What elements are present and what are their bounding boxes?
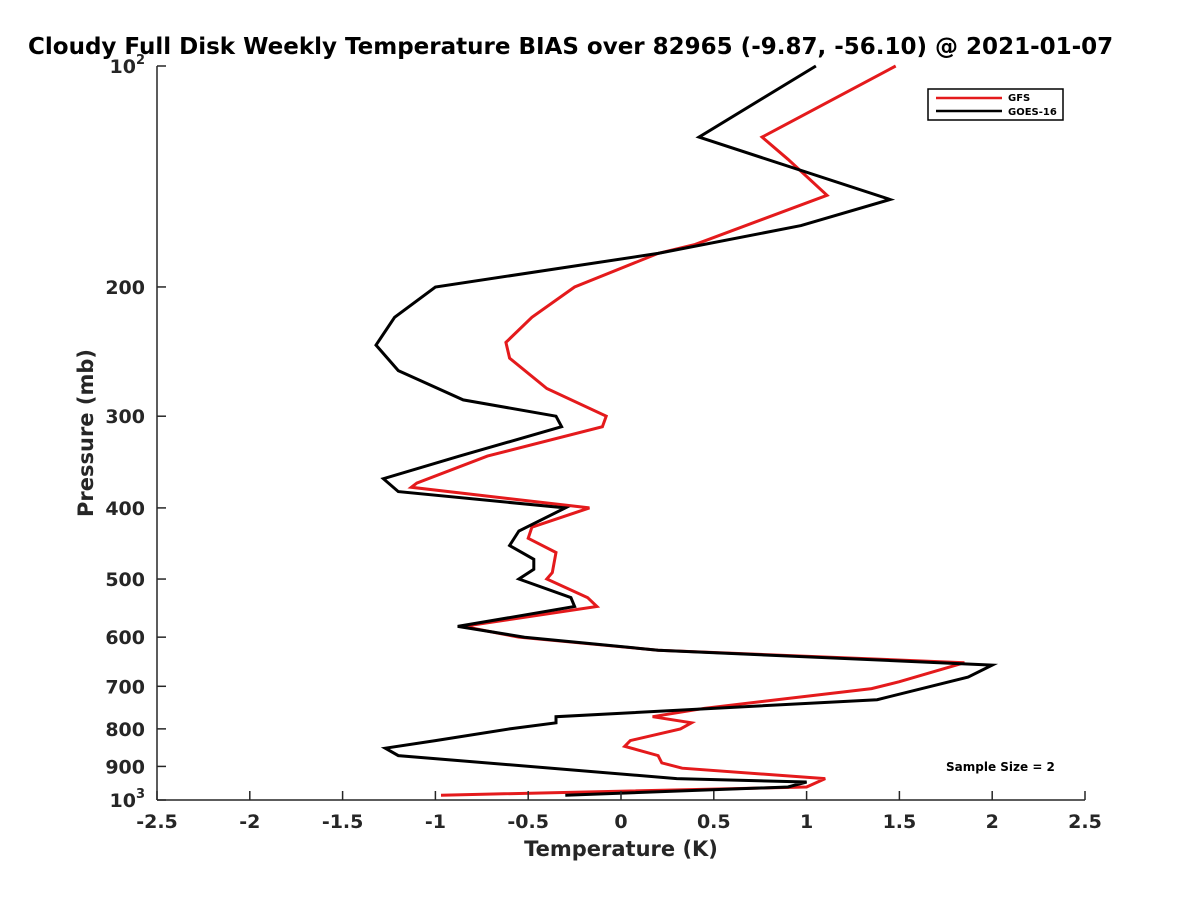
- y-tick-label: 103: [110, 787, 146, 812]
- y-tick-label: 600: [105, 627, 145, 649]
- series-layer: [374, 64, 999, 797]
- y-tick-label: 800: [105, 719, 145, 741]
- sample-size-annotation: Sample Size = 2: [946, 760, 1055, 774]
- legend: GFS GOES-16: [927, 88, 1064, 121]
- legend-label-gfs: GFS: [1008, 93, 1030, 104]
- y-tick-label: 300: [105, 406, 145, 428]
- chart-title: Cloudy Full Disk Weekly Temperature BIAS…: [28, 34, 1113, 60]
- y-tick-label: 400: [105, 498, 145, 520]
- x-axis-title: Temperature (K): [524, 837, 718, 861]
- legend-label-goes16: GOES-16: [1008, 107, 1057, 118]
- y-tick-label: 700: [105, 676, 145, 698]
- y-tick-label: 102: [110, 53, 146, 78]
- x-tick-label: -1: [425, 811, 446, 833]
- x-tick-label: 1: [800, 811, 813, 833]
- ticks-layer: -2.5 -2 -1.5 -1 -0.5 0 0.5 1 1.5 2 2.5 102 200 300 400…: [105, 53, 1102, 833]
- series-line-gfs: [407, 64, 965, 797]
- x-tick-label: -1.5: [322, 811, 364, 833]
- x-tick-label: -2: [239, 811, 260, 833]
- y-tick-label: 900: [105, 756, 145, 778]
- x-tick-label: 1.5: [883, 811, 917, 833]
- legend-box: [927, 88, 1064, 121]
- x-tick-label: 0.5: [697, 811, 731, 833]
- x-tick-label: -0.5: [507, 811, 549, 833]
- x-tick-label: -2.5: [136, 811, 178, 833]
- y-tick-label: 500: [105, 569, 145, 591]
- series-line-goes16: [374, 64, 999, 797]
- x-tick-label: 0: [614, 811, 627, 833]
- y-tick-label: 200: [105, 277, 145, 299]
- y-axis-title: Pressure (mb): [74, 349, 98, 517]
- x-tick-label: 2: [986, 811, 999, 833]
- x-tick-label: 2.5: [1068, 811, 1102, 833]
